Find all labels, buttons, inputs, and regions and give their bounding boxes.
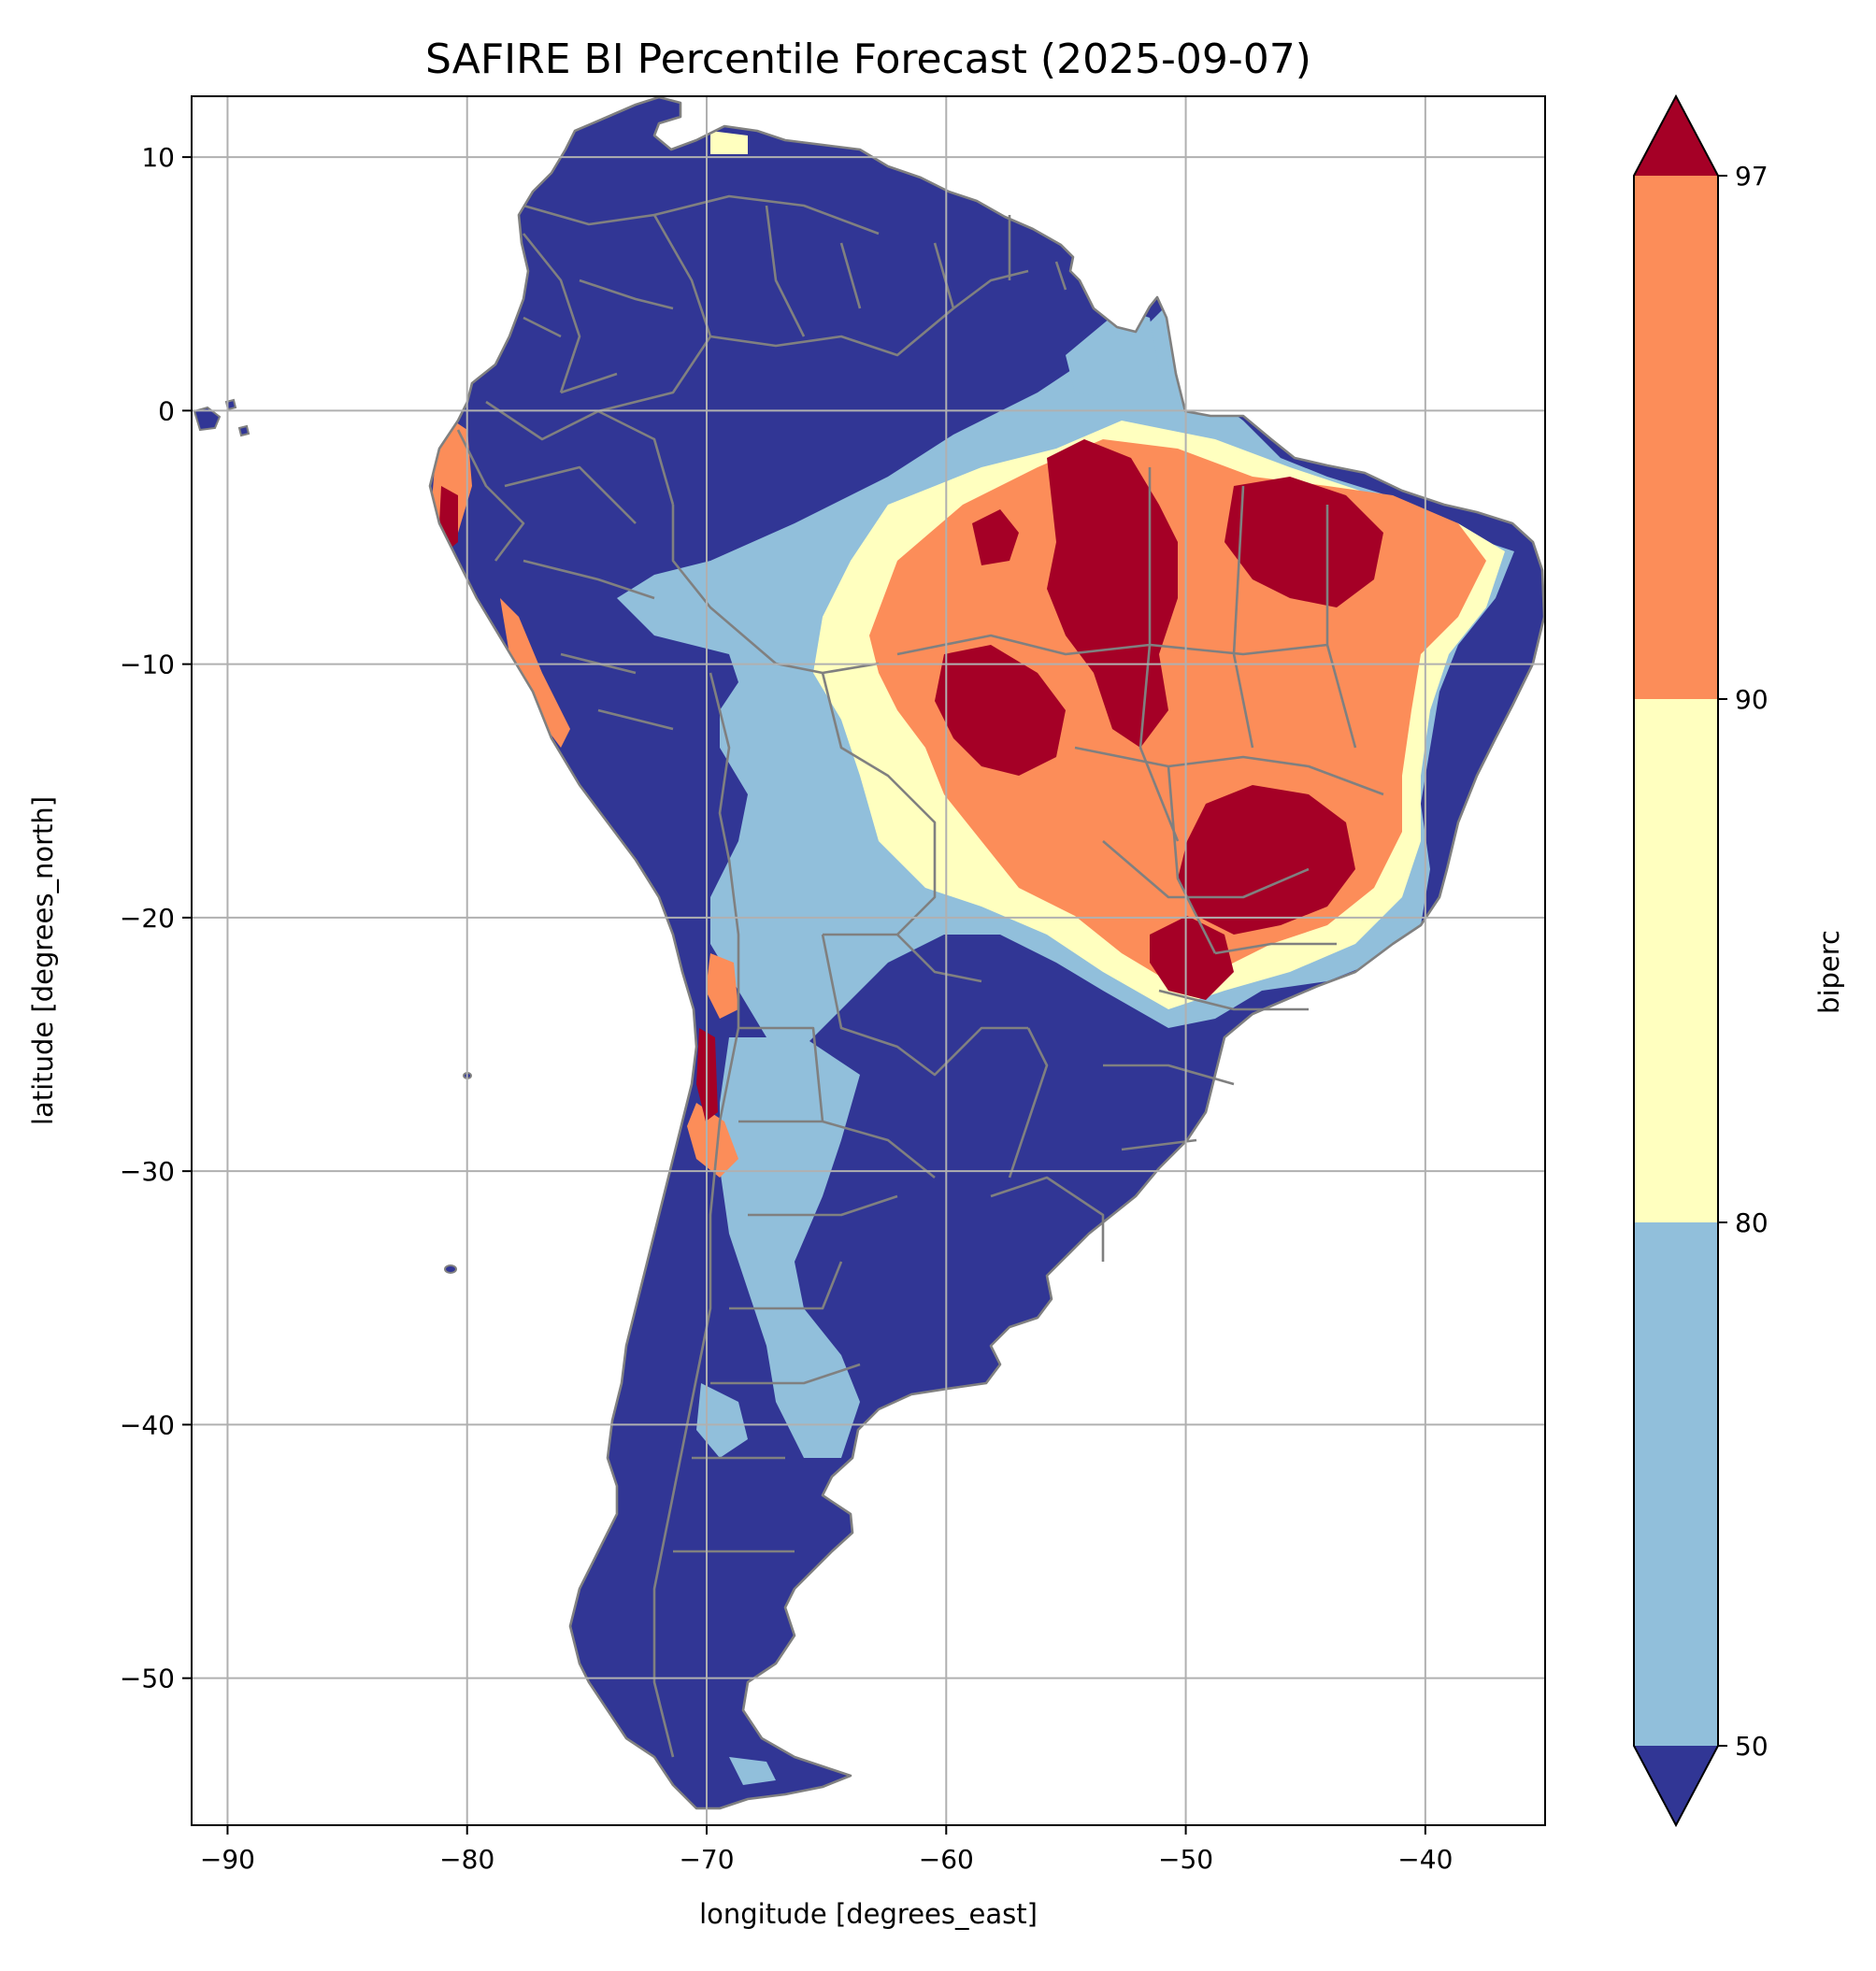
country-borders — [428, 96, 1545, 1810]
y-tick-label: −50 — [120, 1664, 175, 1694]
plot-frame — [191, 95, 1546, 1826]
border-guianas — [933, 215, 1067, 309]
border-peru-brazil — [671, 505, 880, 675]
border-venezuela-states — [653, 194, 880, 337]
islands — [193, 398, 472, 1274]
border-brazil-states — [896, 467, 1384, 1151]
border-argentina-provinces — [673, 1026, 936, 1553]
x-tick-label: −70 — [679, 1844, 734, 1875]
chart-title: SAFIRE BI Percentile Forecast (2025-09-0… — [425, 36, 1311, 83]
colorbar-segment — [1634, 176, 1718, 699]
colorbar-tick-label: 90 — [1735, 684, 1769, 715]
region-red-north — [972, 509, 1019, 565]
juan-fernandez-island — [444, 1264, 457, 1274]
region-orange-peru-coast — [500, 598, 570, 748]
border-ecuador-peru — [456, 429, 525, 562]
region-orange-andes — [687, 1103, 738, 1178]
x-axis-label: longitude [degrees_east] — [699, 1898, 1038, 1930]
y-tick-label: −20 — [120, 903, 175, 934]
y-tick-label: −40 — [120, 1409, 175, 1440]
border-uruguay — [990, 1176, 1105, 1262]
region-orange-andes-north — [706, 953, 738, 1019]
border-colombia-depts — [522, 233, 674, 394]
coastline — [428, 96, 1545, 1810]
region-red-central — [1047, 439, 1178, 748]
colorbar-segment — [1634, 1222, 1718, 1746]
x-axis-ticks: −90 −80 −70 −60 −50 −40 — [200, 1825, 1453, 1875]
border-chile-argentina — [652, 859, 740, 1758]
x-tick-label: −90 — [200, 1844, 255, 1875]
border-peru-bolivia — [709, 672, 731, 861]
region-red-west — [935, 645, 1066, 776]
grid-lines — [192, 96, 1545, 1825]
y-tick-label: 10 — [141, 142, 175, 173]
colorbar-segment — [1634, 699, 1718, 1222]
border-bolivia-paraguay — [823, 933, 982, 983]
colorbar-label: biperc — [1813, 930, 1845, 1014]
y-tick-label: 0 — [158, 395, 175, 426]
colorbar-tick-label: 50 — [1735, 1731, 1769, 1762]
plot-area — [191, 95, 1546, 1826]
border-argentina-paraguay — [821, 934, 1028, 1077]
colorbar-extend-over — [1634, 96, 1718, 176]
border-bolivia-brazil — [821, 672, 937, 936]
region-lightblue-tip — [729, 1757, 776, 1785]
x-tick-label: −40 — [1397, 1844, 1453, 1875]
colorbar-tick-label: 97 — [1735, 161, 1769, 192]
y-tick-label: −10 — [120, 650, 175, 680]
region-red-south — [1150, 916, 1234, 1000]
x-tick-label: −50 — [1158, 1844, 1213, 1875]
border-argentina-brazil — [1008, 1027, 1049, 1178]
y-axis-label: latitude [degrees_north] — [27, 796, 59, 1125]
border-peru-depts — [504, 465, 674, 731]
y-axis-ticks: 10 0 −10 −20 −30 −40 −50 — [120, 142, 192, 1694]
border-venezuela-brazil — [709, 269, 1029, 357]
region-red-northeast — [1224, 477, 1383, 607]
region-lightblue-patagonia — [696, 1383, 748, 1458]
colorbar-tick-label: 80 — [1735, 1207, 1769, 1238]
index-overlay — [430, 131, 1514, 1785]
colorbar-extend-under — [1634, 1746, 1718, 1825]
region-yellow-venezuela — [710, 131, 748, 154]
border-colombia-venezuela — [523, 204, 712, 413]
colorbar: 50 80 90 97 — [1633, 93, 1769, 1828]
y-tick-label: −30 — [120, 1156, 175, 1187]
x-tick-label: −80 — [439, 1844, 494, 1875]
region-lightblue-south — [720, 1037, 860, 1458]
x-tick-label: −60 — [919, 1844, 974, 1875]
